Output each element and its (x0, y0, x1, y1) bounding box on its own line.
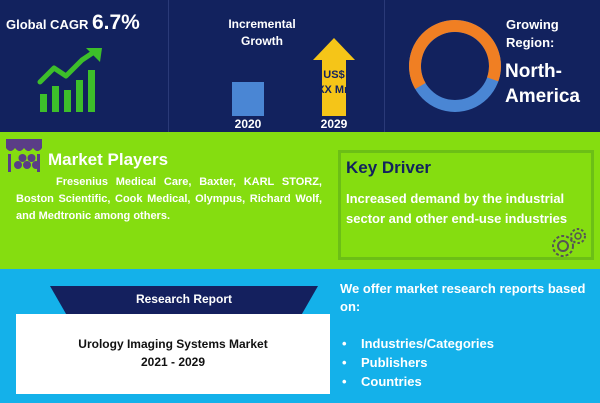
cagr-label-text: Global CAGR (6, 17, 89, 32)
market-players-title: Market Players (48, 150, 169, 169)
key-driver-title: Key Driver (346, 158, 432, 177)
growth-title-line1: Incremental (228, 17, 296, 31)
bullet-icon: • (342, 355, 347, 370)
report-name: Urology Imaging Systems Market 2021 - 20… (16, 335, 330, 371)
offer-list: • Industries/Categories • Publishers • Coun… (342, 334, 494, 391)
growth-title: Incremental Growth (202, 16, 322, 50)
report-banner (50, 286, 318, 314)
report-name-line2: 2021 - 2029 (140, 355, 206, 369)
growth-chart-icon (37, 48, 102, 112)
region-name: North- America (505, 59, 580, 109)
end-year-value-line2: XX Mn (317, 84, 351, 96)
offer-item: • Publishers (342, 353, 494, 372)
header-divider-right (384, 0, 385, 132)
offer-title: We offer market research reports based o… (340, 281, 586, 314)
report-label: Research Report (135, 292, 233, 306)
middle-band (0, 132, 600, 269)
offer-item-label: Industries/Categories (361, 336, 494, 351)
end-year-value-line1: US$ (323, 69, 345, 81)
store-icon (6, 139, 42, 172)
offer-item-label: Countries (361, 374, 422, 389)
end-year-label: 2029 (320, 117, 348, 131)
gear-icon (552, 228, 586, 257)
key-driver-box (338, 150, 594, 260)
bullet-icon: • (342, 374, 347, 389)
offer-item: • Industries/Categories (342, 334, 494, 353)
region-title-line1: Growing (506, 17, 559, 32)
cagr-label: Global CAGR 6.7% (6, 11, 140, 35)
region-title-line2: Region: (506, 35, 555, 50)
region-name-line2: America (505, 86, 580, 107)
header-divider-left (168, 0, 169, 132)
cagr-value: 6.7% (91, 11, 140, 34)
bullet-icon: • (342, 336, 347, 351)
report-card (16, 314, 330, 394)
region-name-line1: North- (505, 61, 562, 82)
growth-title-line2: Growth (241, 34, 283, 48)
key-driver-text: Increased demand by the industrial secto… (346, 191, 568, 226)
report-name-line1: Urology Imaging Systems Market (78, 337, 268, 351)
region-title: Growing Region: (506, 16, 559, 52)
growth-arrow-icon (313, 38, 355, 116)
donut-ring-icon (409, 20, 501, 112)
offer-item-label: Publishers (361, 355, 428, 370)
start-year-label: 2020 (234, 117, 262, 131)
start-year-bar (232, 82, 264, 116)
market-players-text: Fresenius Medical Care, Baxter, KARL STO… (16, 176, 322, 222)
end-year-value: US$ XX Mn (314, 68, 354, 98)
offer-item: • Countries (342, 372, 494, 391)
